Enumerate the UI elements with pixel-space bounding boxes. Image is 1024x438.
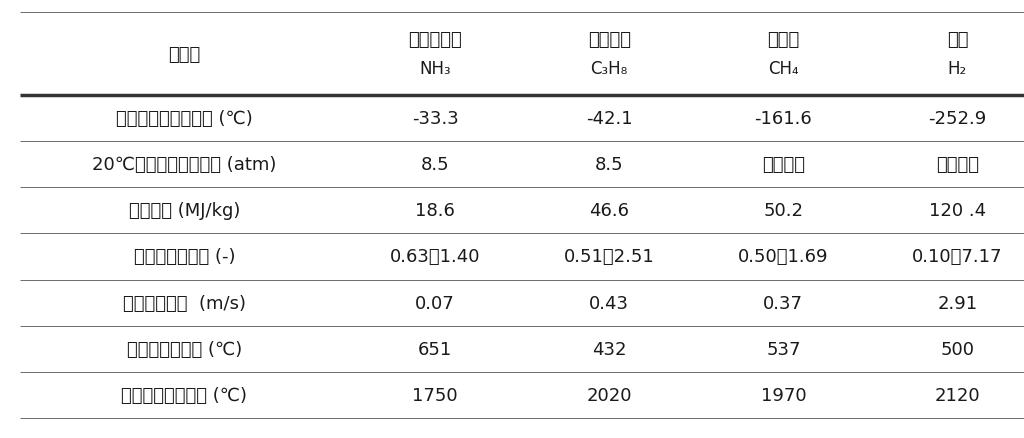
Text: 537: 537 [766, 340, 801, 358]
Text: 2020: 2020 [587, 386, 632, 404]
Text: 1970: 1970 [761, 386, 806, 404]
Text: 0.43: 0.43 [589, 294, 630, 312]
Text: CH₄: CH₄ [768, 60, 799, 78]
Text: 46.6: 46.6 [589, 202, 630, 220]
Text: アンモニア: アンモニア [409, 31, 462, 49]
Text: 1750: 1750 [413, 386, 458, 404]
Text: 0.50〜1.69: 0.50〜1.69 [738, 248, 828, 266]
Text: 2.91: 2.91 [937, 294, 978, 312]
Text: 651: 651 [418, 340, 453, 358]
Text: 最大燃焼速度  (m/s): 最大燃焼速度 (m/s) [123, 294, 246, 312]
Text: 0.37: 0.37 [763, 294, 804, 312]
Text: 8.5: 8.5 [421, 156, 450, 174]
Text: -42.1: -42.1 [586, 110, 633, 128]
Text: 20℃における液化圧力 (atm): 20℃における液化圧力 (atm) [92, 156, 276, 174]
Text: プロパン: プロパン [588, 31, 631, 49]
Text: C₃H₈: C₃H₈ [591, 60, 628, 78]
Text: 0.63〜1.40: 0.63〜1.40 [390, 248, 480, 266]
Text: 可燃当量比範囲 (-): 可燃当量比範囲 (-) [133, 248, 236, 266]
Text: 2120: 2120 [935, 386, 980, 404]
Text: 500: 500 [940, 340, 975, 358]
Text: -161.6: -161.6 [755, 110, 812, 128]
Text: 50.2: 50.2 [763, 202, 804, 220]
Text: 常に気体: 常に気体 [936, 156, 979, 174]
Text: 0.51〜2.51: 0.51〜2.51 [564, 248, 654, 266]
Text: 最低自着火温度 (℃): 最低自着火温度 (℃) [127, 340, 242, 358]
Text: -33.3: -33.3 [412, 110, 459, 128]
Text: -252.9: -252.9 [929, 110, 986, 128]
Text: NH₃: NH₃ [420, 60, 451, 78]
Text: 0.07: 0.07 [416, 294, 455, 312]
Text: 水素: 水素 [947, 31, 968, 49]
Text: 8.5: 8.5 [595, 156, 624, 174]
Text: H₂: H₂ [948, 60, 967, 78]
Text: メタン: メタン [767, 31, 800, 49]
Text: 18.6: 18.6 [416, 202, 455, 220]
Text: 120 .4: 120 .4 [929, 202, 986, 220]
Text: 常に気体: 常に気体 [762, 156, 805, 174]
Text: 燃料種: 燃料種 [168, 46, 201, 64]
Text: 432: 432 [592, 340, 627, 358]
Text: 0.10〜7.17: 0.10〜7.17 [912, 248, 1002, 266]
Text: 大気圧における沸点 (℃): 大気圧における沸点 (℃) [116, 110, 253, 128]
Text: 最高断熱火炎温度 (℃): 最高断熱火炎温度 (℃) [121, 386, 248, 404]
Text: 低発熱量 (MJ/kg): 低発熱量 (MJ/kg) [129, 202, 240, 220]
